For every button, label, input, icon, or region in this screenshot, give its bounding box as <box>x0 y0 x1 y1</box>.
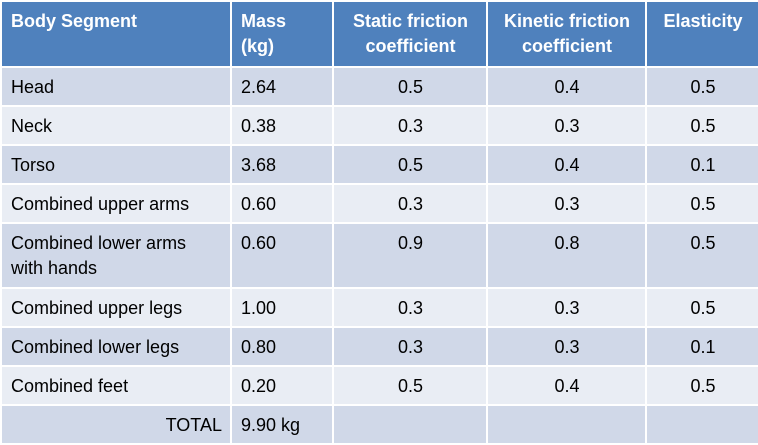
table-row: Torso 3.68 0.5 0.4 0.1 <box>0 144 758 186</box>
segment-cell: Head <box>0 65 232 108</box>
kinetic-friction-cell: 0.3 <box>486 105 647 147</box>
static-friction-cell: 0.3 <box>332 105 488 147</box>
total-row: TOTAL 9.90 kg <box>0 403 758 445</box>
table-row: Head 2.64 0.5 0.4 0.5 <box>0 65 758 108</box>
segment-cell: Combined upper arms <box>0 183 232 225</box>
table-row: Combined lower arms with hands 0.60 0.9 … <box>0 222 758 289</box>
segment-cell: Combined feet <box>0 364 232 406</box>
kinetic-friction-cell: 0.3 <box>486 286 647 328</box>
mass-cell: 1.00 <box>230 286 334 328</box>
elasticity-cell: 0.5 <box>645 183 758 225</box>
mass-cell: 0.20 <box>230 364 334 406</box>
static-friction-cell: 0.5 <box>332 144 488 186</box>
static-friction-cell: 0.3 <box>332 183 488 225</box>
header-elasticity: Elasticity <box>645 0 758 68</box>
elasticity-cell: 0.1 <box>645 144 758 186</box>
elasticity-cell: 0.5 <box>645 286 758 328</box>
table-row: Combined upper arms 0.60 0.3 0.3 0.5 <box>0 183 758 225</box>
total-mass: 9.90 kg <box>230 403 334 445</box>
header-row: Body Segment Mass (kg) Static friction c… <box>0 0 758 68</box>
segment-cell: Neck <box>0 105 232 147</box>
mass-cell: 0.38 <box>230 105 334 147</box>
segment-cell: Torso <box>0 144 232 186</box>
kinetic-friction-cell: 0.3 <box>486 325 647 367</box>
static-friction-cell: 0.5 <box>332 65 488 108</box>
kinetic-friction-cell: 0.4 <box>486 65 647 108</box>
header-static-friction: Static friction coefficient <box>332 0 488 68</box>
static-friction-cell: 0.5 <box>332 364 488 406</box>
total-label: TOTAL <box>0 403 232 445</box>
header-body-segment: Body Segment <box>0 0 232 68</box>
header-mass: Mass (kg) <box>230 0 334 68</box>
static-friction-cell: 0.9 <box>332 222 488 289</box>
table-row: Combined feet 0.20 0.5 0.4 0.5 <box>0 364 758 406</box>
empty-cell <box>332 403 488 445</box>
elasticity-cell: 0.5 <box>645 222 758 289</box>
segment-cell: Combined lower arms with hands <box>0 222 232 289</box>
segment-cell: Combined lower legs <box>0 325 232 367</box>
mass-cell: 3.68 <box>230 144 334 186</box>
mass-cell: 2.64 <box>230 65 334 108</box>
mass-cell: 0.80 <box>230 325 334 367</box>
static-friction-cell: 0.3 <box>332 286 488 328</box>
table-header: Body Segment Mass (kg) Static friction c… <box>0 0 758 68</box>
mass-cell: 0.60 <box>230 183 334 225</box>
elasticity-cell: 0.5 <box>645 65 758 108</box>
table-row: Neck 0.38 0.3 0.3 0.5 <box>0 105 758 147</box>
elasticity-cell: 0.5 <box>645 364 758 406</box>
table-row: Combined lower legs 0.80 0.3 0.3 0.1 <box>0 325 758 367</box>
segment-cell: Combined upper legs <box>0 286 232 328</box>
kinetic-friction-cell: 0.3 <box>486 183 647 225</box>
elasticity-cell: 0.1 <box>645 325 758 367</box>
kinetic-friction-cell: 0.8 <box>486 222 647 289</box>
kinetic-friction-cell: 0.4 <box>486 364 647 406</box>
table-row: Combined upper legs 1.00 0.3 0.3 0.5 <box>0 286 758 328</box>
header-kinetic-friction: Kinetic friction coefficient <box>486 0 647 68</box>
table-body: Head 2.64 0.5 0.4 0.5 Neck 0.38 0.3 0.3 … <box>0 65 758 445</box>
elasticity-cell: 0.5 <box>645 105 758 147</box>
empty-cell <box>645 403 758 445</box>
kinetic-friction-cell: 0.4 <box>486 144 647 186</box>
empty-cell <box>486 403 647 445</box>
mass-cell: 0.60 <box>230 222 334 289</box>
static-friction-cell: 0.3 <box>332 325 488 367</box>
